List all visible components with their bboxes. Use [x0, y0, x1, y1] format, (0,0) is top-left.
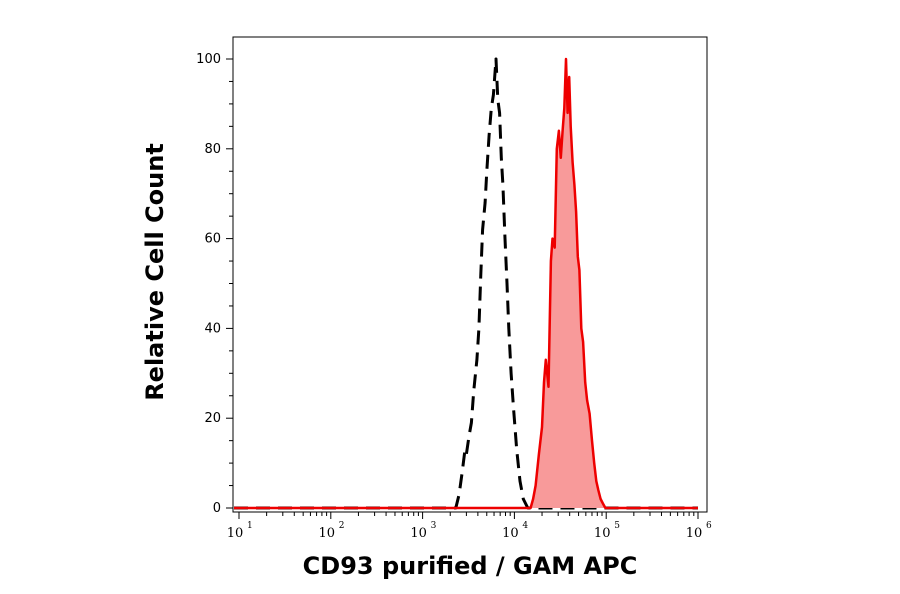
x-tick-label-1: 10 [319, 526, 336, 541]
series-layer [234, 57, 698, 510]
x-tick-exponent-3: 4 [522, 521, 528, 531]
x-tick-exponent-5: 6 [706, 521, 712, 531]
y-tick-label-1: 20 [204, 411, 221, 426]
x-tick-label-5: 10 [686, 526, 703, 541]
x-tick-exponent-1: 2 [339, 521, 345, 531]
plot-frame [232, 36, 708, 513]
x-tick-exponent-0: 1 [247, 521, 253, 531]
y-minor-ticks [229, 80, 233, 487]
y-tick-label-5: 100 [196, 52, 221, 67]
y-tick-label-3: 60 [204, 232, 221, 247]
y-tick-label-0: 0 [213, 501, 221, 516]
y-tick-label-2: 40 [204, 321, 221, 336]
series-1-line [234, 57, 698, 510]
x-tick-exponent-4: 5 [614, 521, 620, 531]
x-tick-exponent-2: 3 [431, 521, 437, 531]
y-axis-ticks: 0 20 40 60 80 100 [196, 52, 233, 516]
x-tick-label-4: 10 [594, 526, 611, 541]
x-minor-ticks [266, 512, 695, 516]
x-axis-title: CD93 purified / GAM APC [303, 552, 638, 580]
series-0-line [234, 57, 698, 510]
x-tick-label-2: 10 [410, 526, 427, 541]
y-tick-label-4: 80 [204, 142, 221, 157]
x-tick-label-0: 10 [227, 526, 244, 541]
x-axis-ticks: 10 1 10 2 10 3 10 4 10 5 10 6 [227, 512, 712, 541]
series-1-fill [234, 59, 698, 508]
x-tick-label-3: 10 [502, 526, 519, 541]
y-axis-title: Relative Cell Count [141, 143, 169, 401]
